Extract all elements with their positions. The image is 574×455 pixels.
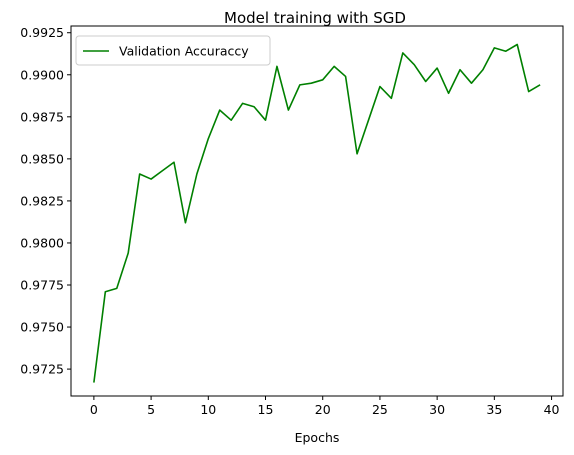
y-tick-label: 0.9850	[20, 151, 64, 166]
x-tick-label: 40	[544, 402, 560, 417]
series-layer	[93, 43, 541, 383]
y-tick-label: 0.9725	[20, 362, 64, 377]
x-tick-label: 5	[147, 402, 155, 417]
series-line-0	[93, 43, 541, 383]
y-tick-label: 0.9775	[20, 278, 64, 293]
chart-title: Model training with SGD	[224, 9, 406, 27]
y-tick-label: 0.9750	[20, 320, 64, 335]
legend-box	[75, 35, 271, 66]
y-tick-label: 0.9900	[20, 67, 64, 82]
y-tick-label: 0.9800	[20, 235, 64, 250]
x-tick-label: 25	[372, 402, 388, 417]
y-tick-label: 0.9925	[20, 25, 64, 40]
y-tick-label: 0.9825	[20, 193, 64, 208]
legend: Validation Accuraccy	[75, 35, 271, 66]
plot-area	[71, 26, 563, 396]
y-axis-ticks: 0.9725 0.9750 0.9775 0.9800 0.9825 0.9850 0.98…	[20, 25, 71, 377]
x-tick-label: 10	[200, 402, 216, 417]
x-tick-label: 35	[486, 402, 502, 417]
x-axis-label: Epochs	[295, 430, 340, 445]
legend-label: Validation Accuraccy	[119, 44, 249, 59]
x-tick-label: 30	[429, 402, 445, 417]
plot-frame	[70, 25, 564, 397]
x-tick-label: 0	[90, 402, 98, 417]
x-axis-ticks: 0 5 10 15 20 25 30 35 40	[90, 396, 560, 417]
x-tick-label: 15	[258, 402, 274, 417]
y-tick-label: 0.9875	[20, 109, 64, 124]
x-tick-label: 20	[315, 402, 331, 417]
